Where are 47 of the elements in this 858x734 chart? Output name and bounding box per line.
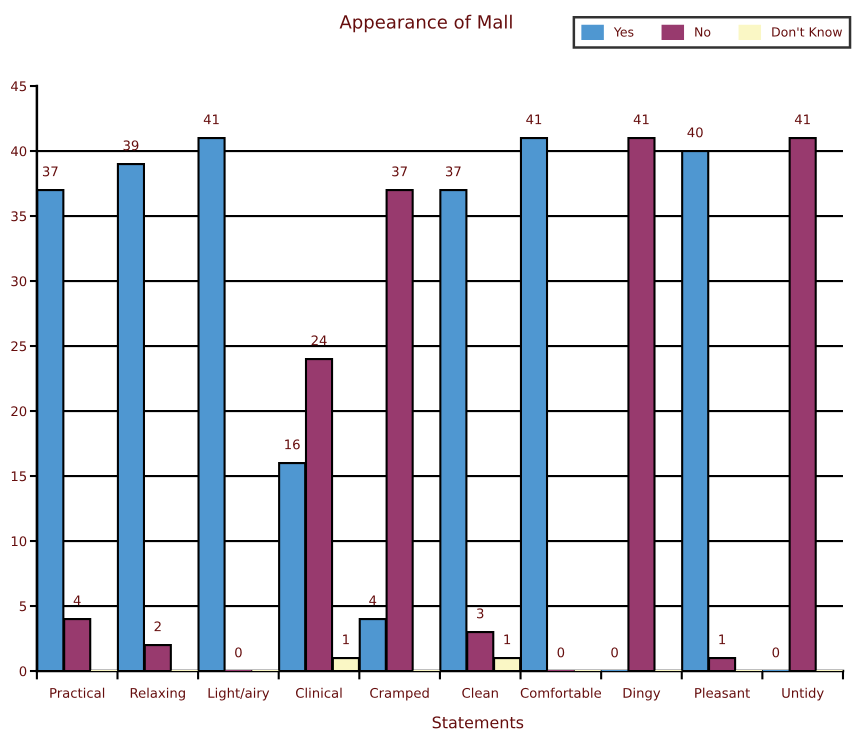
data-label: 41	[634, 114, 649, 124]
y-tick-label: 10	[12, 536, 26, 546]
legend-label: Don't Know	[772, 27, 842, 37]
data-label: 37	[42, 166, 58, 176]
y-tick-label: 5	[20, 601, 26, 612]
y-tick-label: 45	[11, 81, 26, 92]
x-tick-label: Comfortable	[520, 688, 601, 698]
x-axis-title: Statements	[432, 716, 524, 728]
data-label: 40	[687, 127, 703, 138]
x-tick-label: Pleasant	[695, 688, 750, 698]
y-tick-label: 15	[12, 471, 26, 482]
x-tick-label: Light/airy	[208, 688, 270, 700]
data-label: 16	[285, 439, 300, 450]
x-tick-label: Cramped	[370, 688, 429, 700]
x-tick-label: Untidy	[782, 688, 824, 700]
x-tick-label: Dingy	[624, 688, 660, 700]
y-tick-label: 40	[11, 146, 26, 156]
data-label: 24	[312, 335, 327, 346]
data-label: 1	[504, 634, 510, 644]
x-tick-label: Clean	[462, 688, 498, 698]
data-label: 1	[719, 634, 726, 644]
x-tick-label: Relaxing	[130, 688, 185, 700]
data-label: 41	[204, 114, 219, 124]
data-label: 3	[477, 608, 484, 618]
y-tick-label: 30	[11, 276, 26, 286]
y-tick-label: 35	[11, 211, 26, 222]
data-label: 37	[392, 166, 407, 176]
data-label: 2	[154, 621, 161, 632]
y-tick-label: 25	[11, 341, 26, 352]
chart-title: Appearance of Mall	[340, 14, 512, 32]
data-label: 41	[526, 114, 542, 124]
x-tick-label: Clinical	[296, 688, 342, 698]
data-label: 1	[343, 634, 349, 644]
legend-label: Yes	[614, 27, 634, 37]
data-label: 0	[772, 647, 780, 658]
data-label: 0	[235, 647, 242, 658]
data-label: 41	[794, 114, 810, 124]
data-label: 37	[446, 166, 461, 176]
data-label: 4	[74, 596, 81, 606]
data-label: 0	[611, 647, 618, 658]
data-label: 4	[369, 596, 376, 606]
y-tick-label: 0	[20, 666, 26, 676]
y-tick-label: 20	[11, 406, 26, 416]
legend-label: No	[695, 27, 710, 37]
x-tick-label: Practical	[50, 688, 104, 698]
data-label: 0	[558, 647, 564, 658]
data-label: 39	[124, 140, 138, 150]
